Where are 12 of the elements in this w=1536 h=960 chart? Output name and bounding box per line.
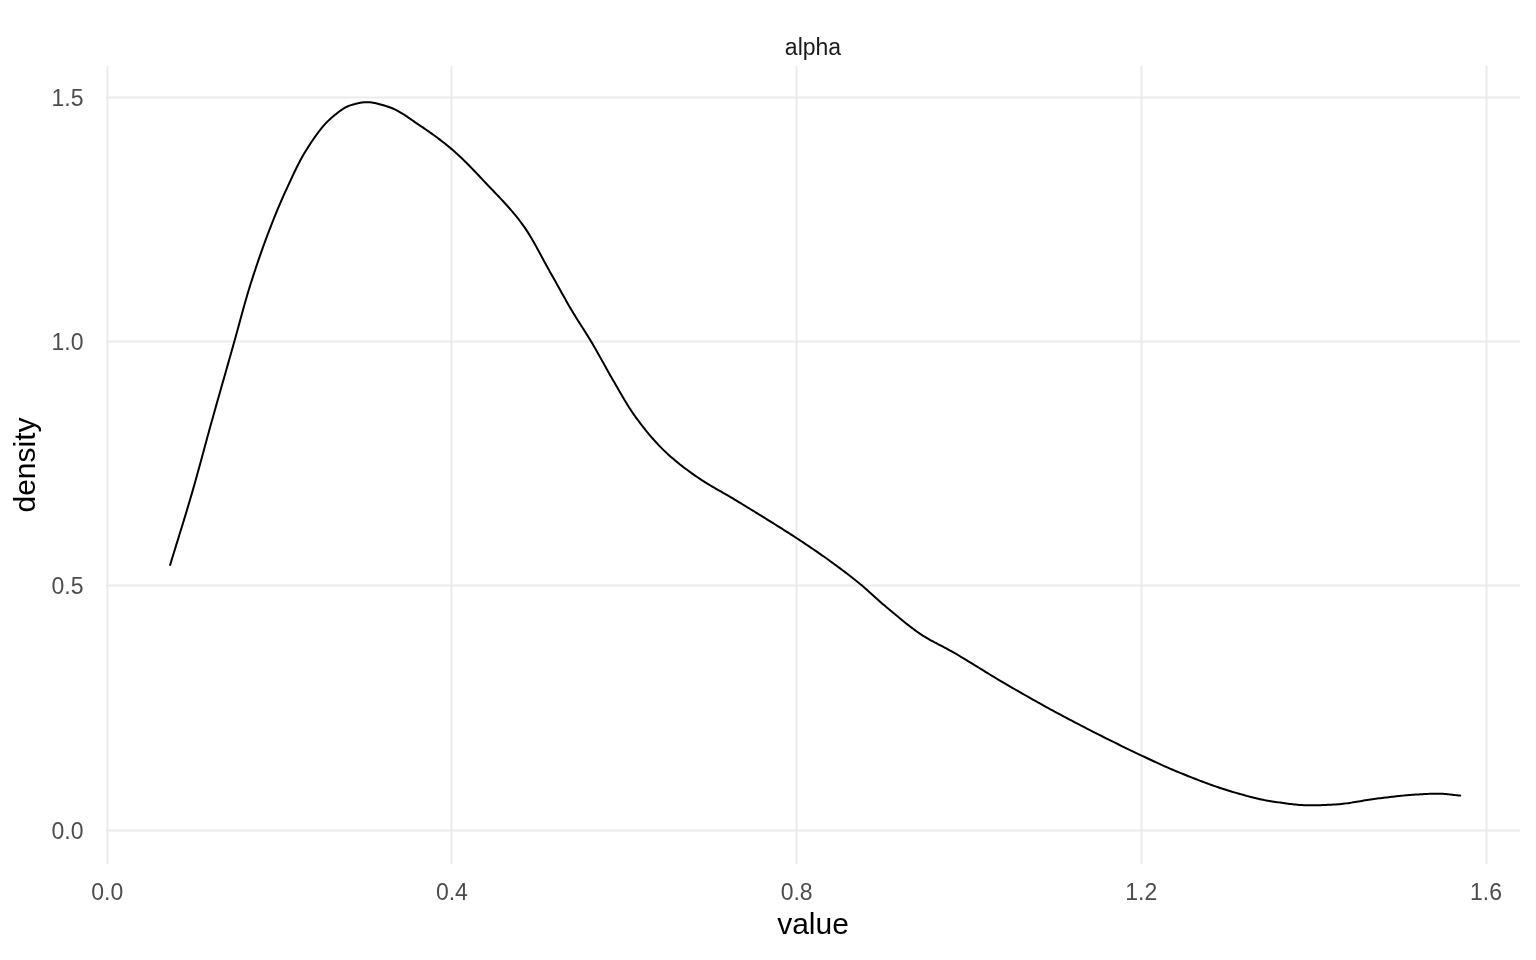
y-tick-label: 0.0	[51, 817, 84, 844]
x-tick-label: 1.6	[1470, 878, 1503, 905]
y-axis-title: density	[7, 417, 41, 513]
x-tick-label: 0.0	[91, 878, 124, 905]
y-tick-label: 0.5	[51, 573, 84, 600]
y-tick-label: 1.5	[51, 84, 84, 111]
x-axis-title: value	[777, 906, 849, 940]
x-tick-label: 1.2	[1125, 878, 1158, 905]
x-tick-label: 0.8	[780, 878, 813, 905]
x-tick-label: 0.4	[435, 878, 469, 905]
chart-title: alpha	[784, 33, 842, 60]
y-tick-label: 1.0	[51, 329, 84, 356]
